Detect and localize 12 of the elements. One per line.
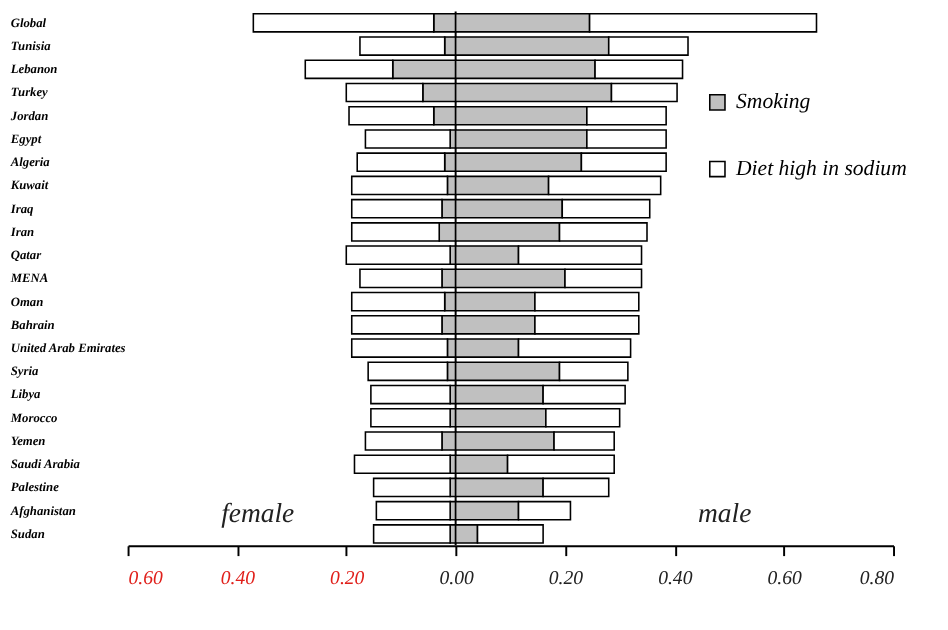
legend-label: Diet high in sodium — [734, 156, 908, 181]
x-tick-label: 0.60 — [128, 567, 164, 590]
x-tick-label: 0.40 — [220, 567, 256, 590]
x-tick-label: 0.20 — [548, 567, 584, 590]
x-tick-label: 0.80 — [859, 567, 895, 590]
x-tick-label: 0.40 — [658, 567, 693, 590]
x-tick-label: 0.20 — [330, 567, 365, 590]
legend-label: Smoking — [736, 90, 812, 115]
x-tick-label: 0.00 — [439, 567, 474, 590]
annotation: male — [697, 497, 752, 528]
annotation: female — [221, 497, 295, 528]
x-tick-label: 0.60 — [767, 567, 803, 590]
